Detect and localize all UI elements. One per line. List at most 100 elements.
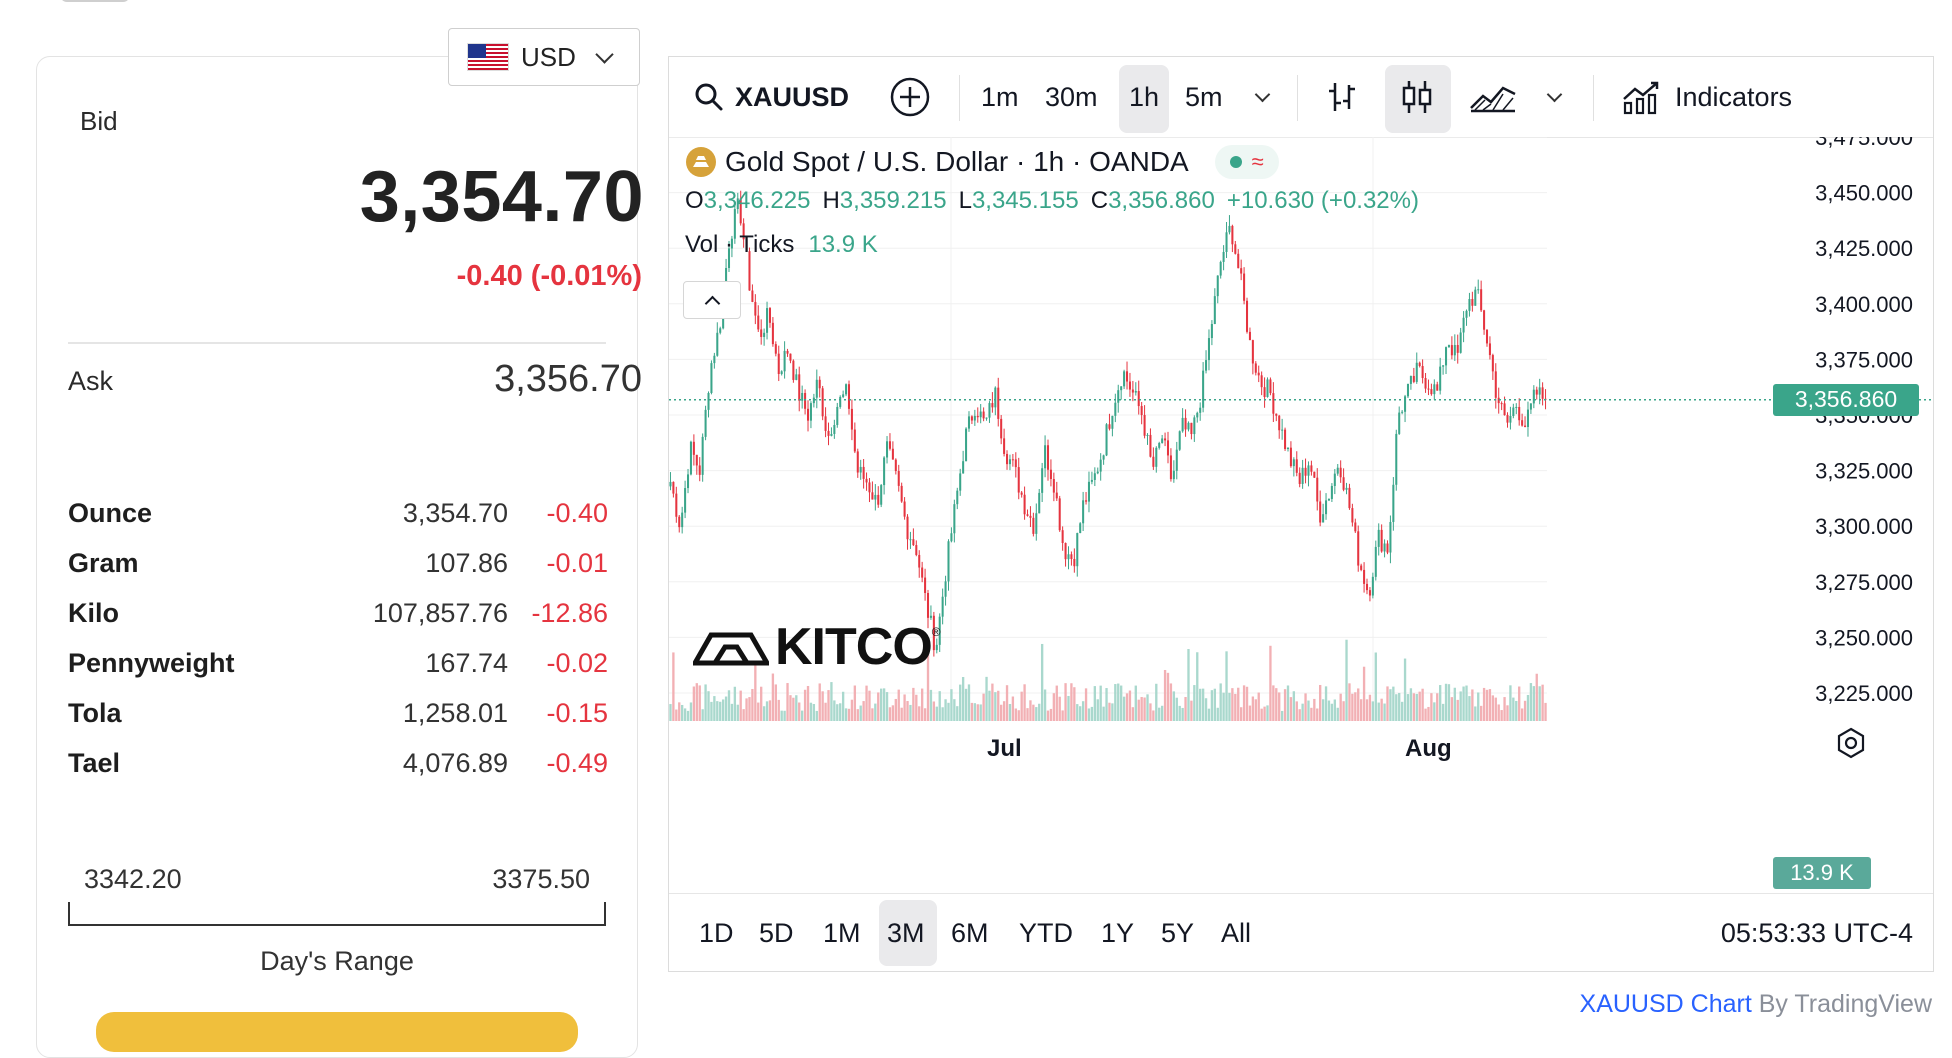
symbol-search[interactable]: XAUUSD — [693, 57, 849, 137]
volume-bar — [874, 703, 877, 721]
candle-body — [1307, 465, 1310, 476]
toolbar-divider — [1297, 75, 1298, 121]
candle-body — [956, 490, 959, 505]
candle-body — [853, 429, 856, 452]
interval-dropdown-button[interactable] — [1254, 57, 1271, 137]
volume-bar — [1184, 697, 1187, 721]
range-ytd[interactable]: YTD — [1019, 917, 1073, 948]
volume-bar — [1444, 683, 1448, 721]
candle-body — [1248, 331, 1251, 341]
candle-body — [783, 350, 786, 372]
collapse-legend-button[interactable] — [683, 281, 741, 319]
open-value: 3,346.225 — [703, 187, 811, 214]
interval-30m[interactable]: 30m — [1045, 81, 1098, 112]
candle-body — [915, 545, 918, 555]
market-status-badge[interactable]: ≈ — [1214, 145, 1279, 179]
chart-canvas[interactable]: 3,475.000 3,450.000 3,425.000 3,400.000 3,37… — [669, 137, 1933, 891]
y-tick-label: 3,325.000 — [1815, 459, 1913, 484]
chart-type-dropdown-button[interactable] — [1546, 57, 1563, 137]
candle-body — [806, 408, 810, 421]
volume-bar — [997, 690, 1000, 721]
volume-bar — [1175, 697, 1178, 721]
interval-1h[interactable]: 1h — [1129, 81, 1160, 112]
volume-bar — [1032, 704, 1035, 721]
volume-bar — [1304, 693, 1307, 721]
price-axis: 3,475.000 3,450.000 3,425.000 3,400.000 3,37… — [1815, 137, 1913, 706]
table-row: Kilo 107,857.76 -12.86 — [68, 588, 608, 638]
volume-bar — [1119, 685, 1123, 721]
volume-bar — [1155, 683, 1158, 721]
volume-bar — [1134, 685, 1137, 721]
interval-1m[interactable]: 1m — [981, 81, 1019, 112]
candle-body — [938, 616, 941, 645]
candle-body — [1430, 389, 1433, 395]
candle-body — [818, 379, 821, 389]
range-1d[interactable]: 1D — [699, 917, 734, 948]
volume-bar — [982, 693, 985, 721]
candle-body — [672, 481, 675, 494]
range-all[interactable]: All — [1221, 917, 1252, 948]
volume-bar — [944, 699, 947, 721]
candles-chart-type-button[interactable] — [1399, 57, 1435, 137]
timezone-clock[interactable]: 05:53:33 UTC-4 — [1720, 917, 1913, 948]
candle-body — [1032, 517, 1035, 534]
range-6m[interactable]: 6M — [951, 917, 989, 948]
candle-body — [1061, 530, 1064, 544]
volume-bar — [1038, 703, 1041, 721]
us-flag-icon — [467, 43, 509, 71]
chart-link[interactable]: XAUUSD Chart — [1579, 990, 1752, 1018]
high-label: H — [822, 187, 840, 214]
candle-body — [1023, 494, 1026, 515]
volume-bar — [1430, 693, 1433, 721]
area-chart-type-button[interactable] — [1469, 57, 1517, 137]
range-5y[interactable]: 5Y — [1161, 917, 1195, 948]
volume-bar — [950, 689, 953, 721]
volume-bar — [1406, 694, 1410, 721]
volume-bar — [806, 685, 810, 721]
volume-bar — [1362, 666, 1366, 721]
candle-body — [1131, 389, 1134, 393]
volume-bar — [1398, 692, 1401, 721]
volume-bar — [1222, 692, 1225, 721]
volume-bar — [1427, 706, 1430, 721]
candle-body — [689, 441, 692, 475]
currency-select[interactable]: USD — [448, 28, 640, 86]
chart-settings-button[interactable] — [1835, 727, 1867, 764]
candle-body — [684, 488, 687, 513]
candle-body — [1500, 403, 1503, 405]
candle-body — [1120, 386, 1123, 391]
candle-body — [1254, 363, 1257, 373]
volume-bar — [1503, 697, 1506, 721]
volume-bar — [692, 686, 696, 721]
candle-body — [1038, 492, 1041, 514]
compare-symbol-button[interactable] — [889, 57, 931, 137]
indicators-button[interactable]: Indicators — [1621, 57, 1792, 137]
volume-bar — [897, 689, 900, 721]
tradingview-credit: XAUUSD Chart By TradingView — [1580, 990, 1932, 1019]
candle-body — [1404, 396, 1407, 412]
volume-bar — [1526, 694, 1530, 721]
candle-body — [1398, 412, 1401, 434]
candle-body — [792, 360, 795, 380]
volume-bar — [1409, 688, 1413, 721]
candle-body — [1243, 273, 1246, 301]
volume-bar — [698, 685, 701, 721]
candle-body — [1471, 298, 1474, 306]
volume-bar — [727, 690, 731, 721]
buy-gold-button[interactable] — [96, 1012, 578, 1052]
range-1y[interactable]: 1Y — [1101, 917, 1135, 948]
candle-body — [774, 344, 777, 354]
interval-5m[interactable]: 5m — [1185, 81, 1223, 112]
volume-bar — [704, 684, 707, 721]
range-5d[interactable]: 5D — [759, 917, 794, 948]
y-tick-label: 3,425.000 — [1815, 236, 1913, 261]
volume-bar — [1023, 684, 1026, 721]
bar-chart-type-button[interactable] — [1325, 57, 1359, 137]
volume-bar — [777, 699, 780, 721]
range-1m[interactable]: 1M — [823, 917, 861, 948]
volume-bar — [1014, 708, 1017, 721]
volume-bar — [1301, 703, 1304, 721]
volume-bar — [716, 701, 719, 721]
range-3m[interactable]: 3M — [887, 917, 925, 948]
volume-bar — [1453, 687, 1456, 721]
